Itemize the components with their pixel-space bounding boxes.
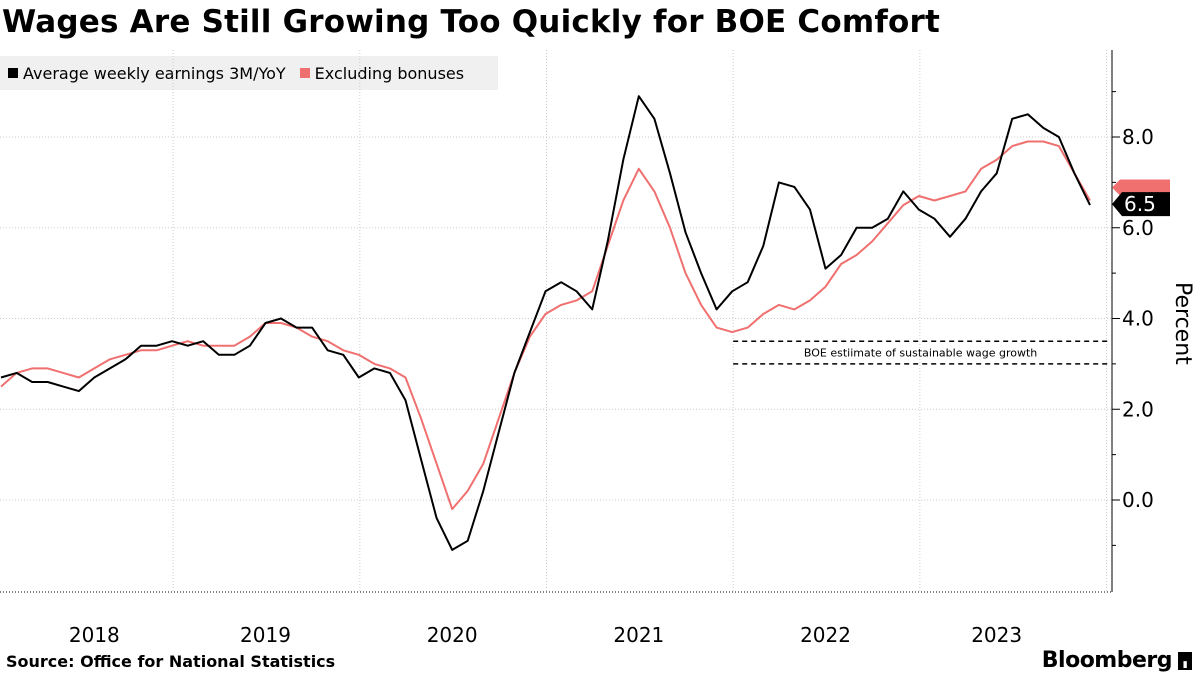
x-tick-label: 2020 <box>427 623 478 647</box>
legend-item-earnings: Average weekly earnings 3M/YoY <box>8 64 286 83</box>
chart-title: Wages Are Still Growing Too Quickly for … <box>2 4 941 40</box>
last-value-tag-earnings <box>1112 192 1170 217</box>
y-tick-label: 4.0 <box>1122 307 1154 331</box>
y-tick-label: 8.0 <box>1122 125 1154 149</box>
x-tick-label: 2019 <box>240 623 291 647</box>
legend-item-excluding-bonuses: Excluding bonuses <box>299 63 465 83</box>
legend-swatch-earnings <box>8 68 18 78</box>
x-tick-label: 2018 <box>69 623 120 647</box>
last-value-tag-excluding-bonuses <box>1112 179 1170 196</box>
y-tick-label: 2.0 <box>1122 397 1154 421</box>
y-axis-title: Percent <box>1170 282 1195 365</box>
legend: Average weekly earnings 3M/YoY Excluding… <box>0 56 498 90</box>
source-note: Source: Office for National Statistics <box>6 652 336 671</box>
legend-label-earnings: Average weekly earnings 3M/YoY <box>23 63 286 83</box>
x-tick-label: 2021 <box>613 623 664 647</box>
legend-swatch-excluding-bonuses <box>299 68 310 78</box>
y-tick-label: 0.0 <box>1122 488 1154 512</box>
series-line-excluding-bonuses <box>0 140 1091 511</box>
x-tick-label: 2022 <box>800 623 851 647</box>
bloomberg-logo: Bloomberg ▮ <box>1042 648 1192 673</box>
terminal-icon: ▮ <box>1178 651 1192 670</box>
series-line-earnings <box>0 95 1091 551</box>
y-tick-label: 6.0 <box>1122 216 1154 240</box>
x-tick-label: 2023 <box>971 623 1022 647</box>
legend-label-excluding-bonuses: Excluding bonuses <box>314 63 465 83</box>
last-value-label: 6.5 <box>1124 192 1156 216</box>
boe-annotation-label: BOE estiimate of sustainable wage growth <box>804 347 1037 360</box>
bloomberg-wordmark: Bloomberg <box>1041 648 1173 673</box>
